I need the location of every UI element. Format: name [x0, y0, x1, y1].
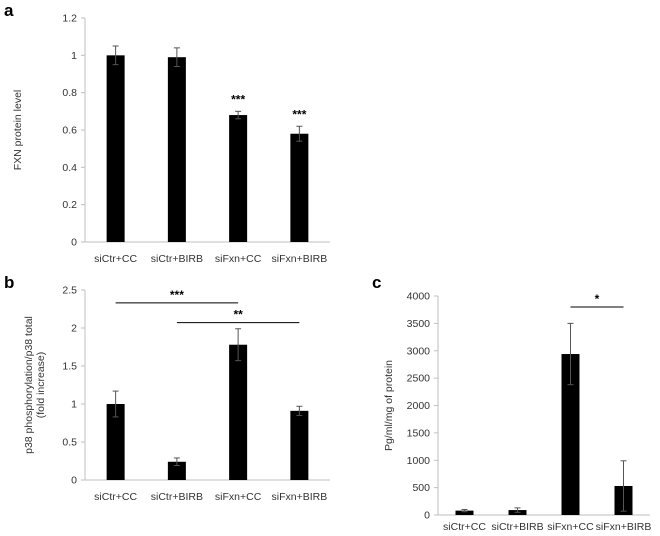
panel-label: c	[372, 273, 381, 292]
y-tick-label: 0.4	[62, 162, 77, 174]
x-tick-label: siCtr+BIRB	[151, 253, 203, 265]
y-tick-label: 0	[71, 237, 77, 249]
y-tick-label: 1.5	[62, 361, 77, 373]
bar-sictr-birb	[167, 57, 186, 243]
x-tick-label: siFxn+BIRB	[272, 491, 328, 503]
x-tick-label: siFxn+CC	[215, 491, 262, 503]
bar-sictr-cc	[455, 510, 474, 515]
x-tick-label: siFxn+CC	[215, 253, 262, 265]
significance-marker: ***	[292, 107, 306, 121]
significance-marker: **	[233, 308, 243, 322]
y-tick-label: 1	[71, 50, 77, 62]
y-tick-label: 3500	[407, 318, 431, 330]
y-tick-label: 1.2	[62, 13, 77, 25]
y-tick-label: 1500	[407, 427, 431, 439]
y-axis-label: Pg/ml/mg of protein	[383, 360, 395, 451]
significance-marker: *	[595, 292, 600, 306]
y-axis-label: FXN protein level	[12, 90, 24, 171]
significance-marker: ***	[170, 288, 184, 302]
y-tick-label: 3000	[407, 345, 431, 357]
bar-sifxn-cc	[229, 115, 248, 242]
panel-label: a	[4, 1, 14, 20]
y-tick-label: 0	[71, 475, 77, 487]
x-tick-label: siCtr+CC	[443, 521, 486, 533]
x-tick-label: siCtr+CC	[94, 253, 137, 265]
y-tick-label: 2000	[407, 400, 431, 412]
panel-label: b	[4, 273, 14, 292]
y-tick-label: 0.5	[62, 437, 77, 449]
x-tick-label: siFxn+BIRB	[596, 521, 652, 533]
chart-panel-a: a 0 0.2 0.4 0.6 0.8 1 1.2 FXN protein level siCtr…	[4, 1, 330, 265]
significance-marker: ***	[231, 92, 245, 106]
bar-sifxn-birb	[290, 410, 309, 480]
y-tick-label: 1000	[407, 455, 431, 467]
chart-panel-b: b 0 0.5 1 1.5 2 2.5 p38 phosphorylation/p38 tot…	[4, 273, 330, 503]
y-tick-label: 0.8	[62, 87, 77, 99]
y-tick-label: 0	[424, 510, 430, 522]
x-tick-label: siFxn+BIRB	[272, 253, 328, 265]
y-tick-label: 2.5	[62, 285, 77, 297]
y-tick-label: 2	[71, 323, 77, 335]
bar-sifxn-cc	[561, 354, 580, 515]
y-axis-label: p38 phosphorylation/p38 total	[23, 316, 35, 454]
bar-sifxn-cc	[229, 344, 248, 480]
bar-sictr-birb	[167, 461, 186, 480]
y-tick-label: 4000	[407, 291, 431, 303]
x-tick-label: siFxn+CC	[547, 521, 594, 533]
bar-sictr-cc	[106, 404, 125, 480]
y-tick-label: 0.6	[62, 125, 77, 137]
y-tick-label: 2500	[407, 373, 431, 385]
y-tick-label: 500	[412, 482, 430, 494]
x-tick-label: siCtr+CC	[94, 491, 137, 503]
bar-sictr-cc	[106, 55, 125, 243]
y-axis-label: (fold increase)	[35, 352, 47, 419]
chart-panel-c: c 0 500 1000 1500 2000 2500 3000 3500 4000 Pg/ml/m…	[372, 273, 651, 533]
bar-sifxn-birb	[290, 133, 309, 242]
y-tick-label: 1	[71, 399, 77, 411]
x-tick-label: siCtr+BIRB	[151, 491, 203, 503]
y-tick-label: 0.2	[62, 199, 77, 211]
x-tick-label: siCtr+BIRB	[491, 521, 543, 533]
